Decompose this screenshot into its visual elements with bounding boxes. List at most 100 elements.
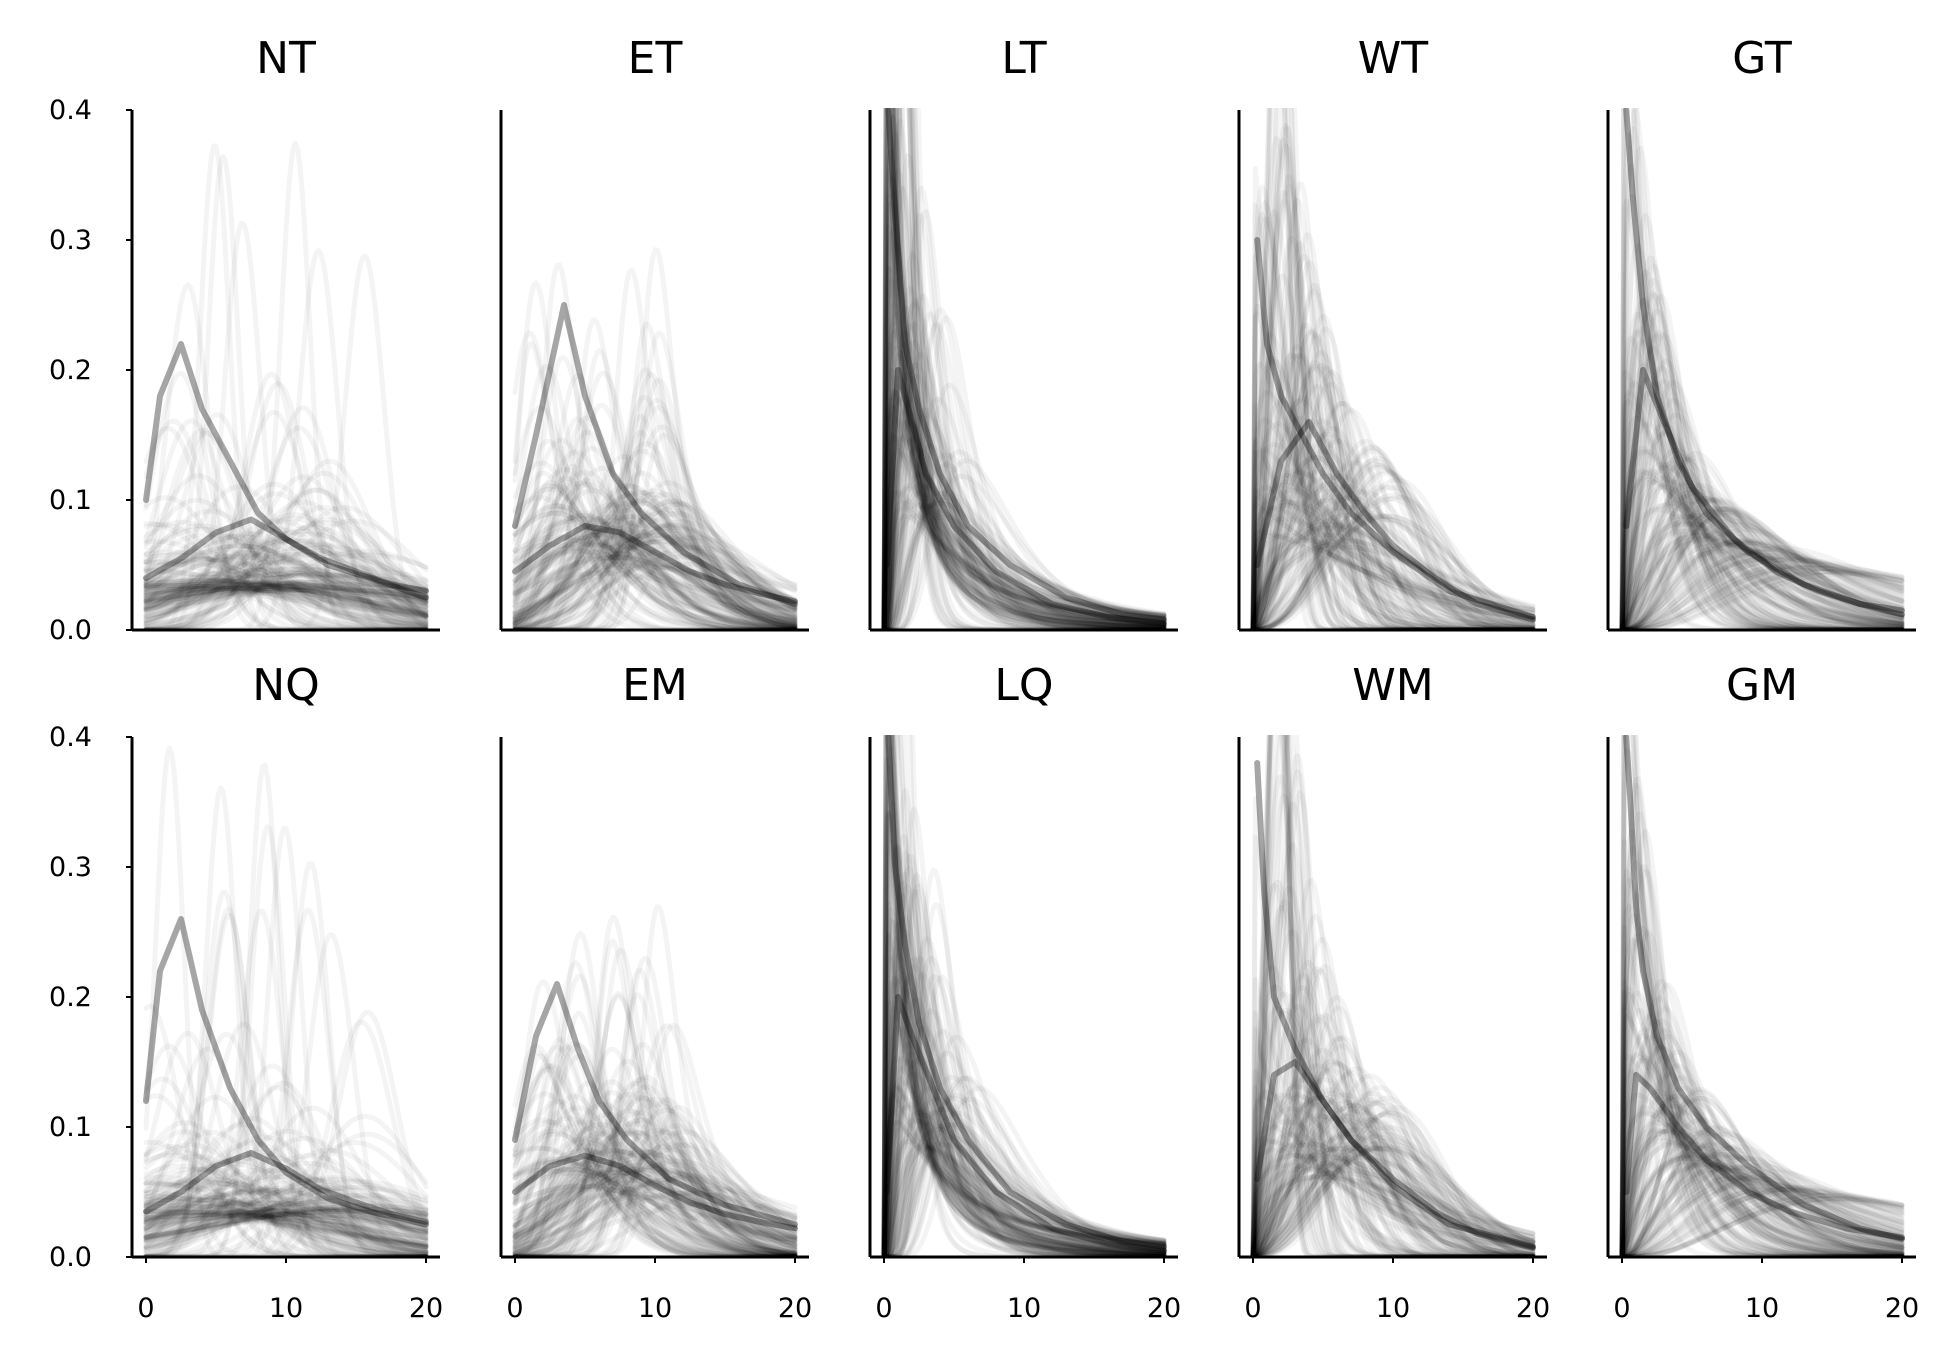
density-curve [143,549,429,628]
density-curve [143,1210,429,1244]
density-curve [1619,1051,1905,1257]
density-curve [1250,365,1536,630]
density-curve [881,108,1167,630]
density-curve [512,1044,798,1257]
density-curve [1619,1128,1905,1257]
density-curve [143,1131,429,1257]
density-curve [512,500,798,630]
density-curve [881,108,1167,630]
density-curve [1619,1141,1905,1257]
density-curve [143,1180,429,1257]
density-curve [1250,1035,1536,1257]
density-curve [512,506,798,620]
density-curve [881,1000,1167,1257]
density-curve [881,483,1167,630]
density-curve [1619,569,1905,630]
density-curve [1619,489,1905,630]
density-curve [512,1166,798,1249]
density-curve [1619,1192,1905,1257]
density-curve [143,517,429,630]
density-curve [1250,400,1536,630]
density-curve [881,405,1167,630]
density-curve [1250,473,1536,630]
density-curve [512,340,798,630]
density-curve [881,189,1167,630]
density-curve [1250,532,1536,630]
density-curve [143,551,429,611]
density-curve [512,992,798,1257]
density-curve [1619,829,1905,1257]
density-curve [512,480,798,630]
density-curve [881,412,1167,630]
density-curve [1250,768,1536,1257]
density-curve [143,578,429,609]
density-curve [1250,1101,1536,1257]
density-curve [512,1149,798,1249]
density-curve [512,1122,798,1257]
density-curve [143,1189,429,1242]
density-curve [1250,514,1536,630]
density-curve [1619,522,1905,630]
density-curve [512,321,798,630]
density-curve [1619,1175,1905,1257]
density-curve [1250,352,1536,630]
density-curve [1250,790,1536,1257]
density-curve [1619,561,1905,630]
density-curve [881,167,1167,630]
density-curve [1619,243,1905,630]
density-curve [1250,1095,1536,1257]
density-curve [1250,1106,1536,1257]
density-curve [143,587,429,608]
density-curve [881,490,1167,630]
density-curve [512,1190,798,1254]
density-curve [512,1076,798,1257]
density-curve [512,930,798,1257]
density-curve [1250,1142,1536,1257]
density-curve [512,1149,798,1257]
density-curve [1250,108,1536,630]
density-curve [143,1207,429,1243]
density-curve [512,1148,798,1257]
density-curve [881,1110,1167,1257]
density-curve [1619,468,1905,630]
density-curve [1619,308,1905,630]
density-curve [512,1164,798,1241]
density-curve [881,345,1167,630]
density-curve [143,1174,429,1240]
density-curve [143,1182,429,1257]
panel-wt: WT [1237,33,1547,632]
density-curve [881,350,1167,630]
density-curve [881,108,1167,630]
density-curve [1619,449,1905,630]
density-curve [1619,557,1905,630]
density-curve [1619,277,1905,630]
y-tick-label: 0.0 [49,1242,92,1273]
density-curve [881,149,1167,630]
density-curve [143,537,429,615]
density-curve [512,1129,798,1257]
density-curve [1250,1092,1536,1257]
density-curve [143,581,429,614]
density-curve [881,996,1167,1257]
series-line [512,981,798,1228]
density-curve [1619,1163,1905,1257]
density-curve [1619,454,1905,630]
density-curve [1250,389,1536,630]
density-curve [881,988,1167,1257]
density-curve [881,1094,1167,1257]
density-curve [1250,486,1536,630]
density-curve [1250,1137,1536,1257]
density-curve [1619,1196,1905,1257]
density-curve [881,503,1167,630]
density-curve [512,507,798,625]
density-curve [1250,1132,1536,1257]
density-curve [1250,464,1536,630]
density-curve [881,108,1167,630]
density-curve [1250,1098,1536,1257]
density-curve [881,320,1167,630]
density-curve [1250,544,1536,630]
density-curve [1619,1145,1905,1257]
density-curve [1250,1162,1536,1257]
density-curve [512,1162,798,1245]
density-curve [881,367,1167,630]
